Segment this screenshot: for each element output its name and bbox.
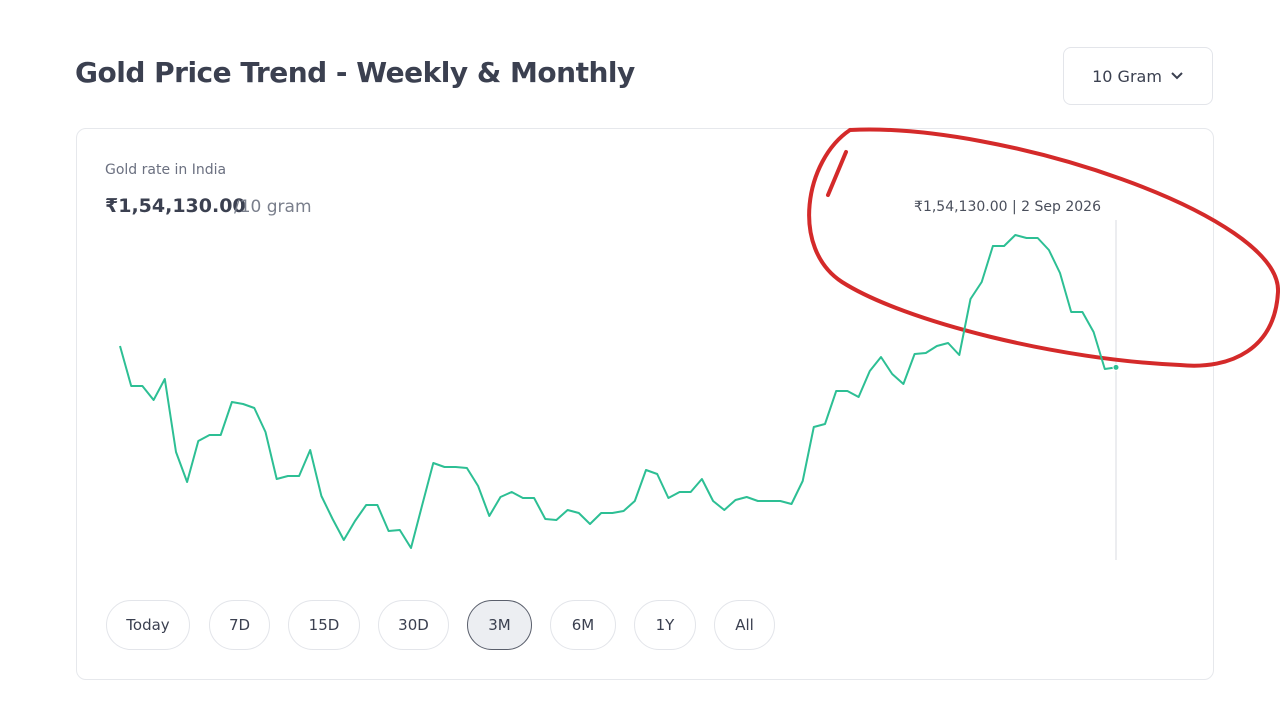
range-button[interactable]: 15D (288, 600, 360, 650)
unit-dropdown[interactable]: 10 Gram (1063, 47, 1213, 105)
range-button[interactable]: 6M (550, 600, 616, 650)
range-button[interactable]: 7D (209, 600, 270, 650)
price-unit: /10 gram (234, 197, 312, 217)
chevron-icon (1171, 72, 1183, 80)
page-title: Gold Price Trend - Weekly & Monthly (75, 56, 635, 89)
range-button[interactable]: Today (106, 600, 190, 650)
unit-select-text: 10 Gram (1092, 66, 1162, 86)
chart-card (76, 128, 1214, 680)
current-price: ₹1,54,130.00 (105, 195, 246, 217)
range-button[interactable]: 1Y (634, 600, 696, 650)
range-button[interactable]: 3M (467, 600, 532, 650)
range-button[interactable]: All (714, 600, 775, 650)
tooltip: ₹1,54,130.00 | 2 Sep 2026 (914, 199, 1101, 215)
chart-label: Gold rate in India (105, 162, 227, 178)
range-button[interactable]: 30D (378, 600, 449, 650)
